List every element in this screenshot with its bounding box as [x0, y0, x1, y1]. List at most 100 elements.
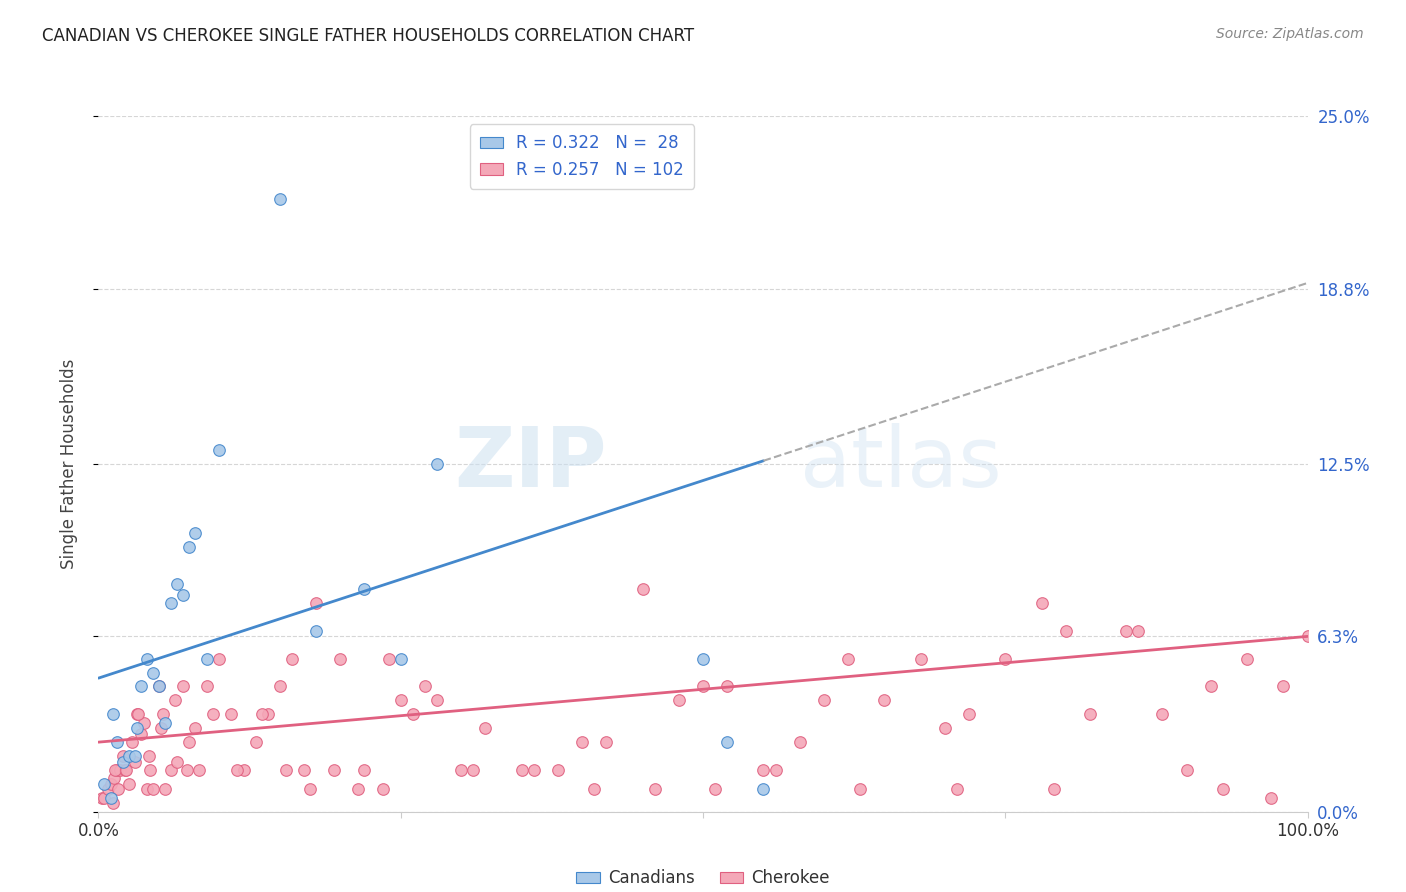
- Point: [111, 755, 134, 769]
- Point: [299, 782, 322, 797]
- Point: [1054, 624, 1077, 638]
- Point: [269, 193, 291, 207]
- Point: [1115, 624, 1137, 638]
- Point: [179, 541, 201, 555]
- Point: [134, 715, 156, 730]
- Point: [221, 707, 243, 722]
- Point: [121, 735, 143, 749]
- Point: [1199, 680, 1222, 694]
- Point: [463, 763, 485, 777]
- Point: [153, 782, 176, 797]
- Point: [1272, 680, 1295, 694]
- Point: [1296, 629, 1319, 643]
- Point: [292, 763, 315, 777]
- Point: [389, 693, 412, 707]
- Point: [1031, 596, 1053, 610]
- Point: [103, 772, 125, 786]
- Point: [547, 763, 569, 777]
- Point: [402, 707, 425, 722]
- Point: [256, 707, 278, 722]
- Point: [353, 582, 375, 596]
- Point: [108, 763, 131, 777]
- Point: [305, 624, 328, 638]
- Point: [153, 715, 176, 730]
- Point: [329, 651, 352, 665]
- Point: [160, 596, 183, 610]
- Point: [184, 526, 207, 541]
- Point: [208, 442, 231, 457]
- Point: [129, 680, 152, 694]
- Point: [323, 763, 346, 777]
- Point: [752, 763, 775, 777]
- Point: [347, 782, 370, 797]
- Point: [644, 782, 666, 797]
- Point: [389, 651, 412, 665]
- Point: [127, 707, 149, 722]
- Point: [1212, 782, 1234, 797]
- Text: CANADIAN VS CHEROKEE SINGLE FATHER HOUSEHOLDS CORRELATION CHART: CANADIAN VS CHEROKEE SINGLE FATHER HOUSE…: [42, 27, 695, 45]
- Point: [245, 735, 267, 749]
- Point: [704, 782, 727, 797]
- Point: [135, 782, 157, 797]
- Text: atlas: atlas: [800, 424, 1001, 504]
- Point: [571, 735, 593, 749]
- Point: [269, 680, 291, 694]
- Point: [837, 651, 859, 665]
- Point: [232, 763, 254, 777]
- Point: [583, 782, 606, 797]
- Point: [595, 735, 617, 749]
- Point: [426, 693, 449, 707]
- Point: [139, 763, 162, 777]
- Point: [184, 721, 207, 735]
- Point: [377, 651, 399, 665]
- Point: [91, 790, 114, 805]
- Point: [148, 680, 170, 694]
- Point: [148, 680, 170, 694]
- Point: [93, 777, 115, 791]
- Point: [97, 782, 120, 797]
- Point: [523, 763, 546, 777]
- Point: [1152, 707, 1174, 722]
- Text: Source: ZipAtlas.com: Source: ZipAtlas.com: [1216, 27, 1364, 41]
- Point: [124, 755, 146, 769]
- Point: [150, 721, 173, 735]
- Point: [202, 707, 225, 722]
- Point: [910, 651, 932, 665]
- Point: [450, 763, 472, 777]
- Point: [1236, 651, 1258, 665]
- Point: [1260, 790, 1282, 805]
- Point: [166, 755, 188, 769]
- Point: [353, 763, 375, 777]
- Point: [101, 707, 124, 722]
- Point: [163, 693, 186, 707]
- Point: [179, 735, 201, 749]
- Point: [274, 763, 297, 777]
- Point: [1042, 782, 1064, 797]
- Point: [152, 707, 174, 722]
- Point: [1175, 763, 1198, 777]
- Point: [118, 749, 141, 764]
- Point: [129, 727, 152, 741]
- Point: [138, 749, 160, 764]
- Point: [692, 651, 714, 665]
- Y-axis label: Single Father Households: Single Father Households: [59, 359, 77, 569]
- Point: [166, 576, 188, 591]
- Point: [305, 596, 328, 610]
- Point: [716, 680, 738, 694]
- Point: [114, 763, 136, 777]
- Text: ZIP: ZIP: [454, 424, 606, 504]
- Point: [104, 763, 127, 777]
- Point: [413, 680, 436, 694]
- Point: [172, 680, 194, 694]
- Point: [1078, 707, 1101, 722]
- Point: [474, 721, 496, 735]
- Point: [789, 735, 811, 749]
- Point: [100, 777, 122, 791]
- Point: [118, 777, 141, 791]
- Point: [172, 588, 194, 602]
- Point: [946, 782, 969, 797]
- Point: [107, 782, 129, 797]
- Point: [692, 680, 714, 694]
- Point: [127, 721, 149, 735]
- Point: [105, 735, 128, 749]
